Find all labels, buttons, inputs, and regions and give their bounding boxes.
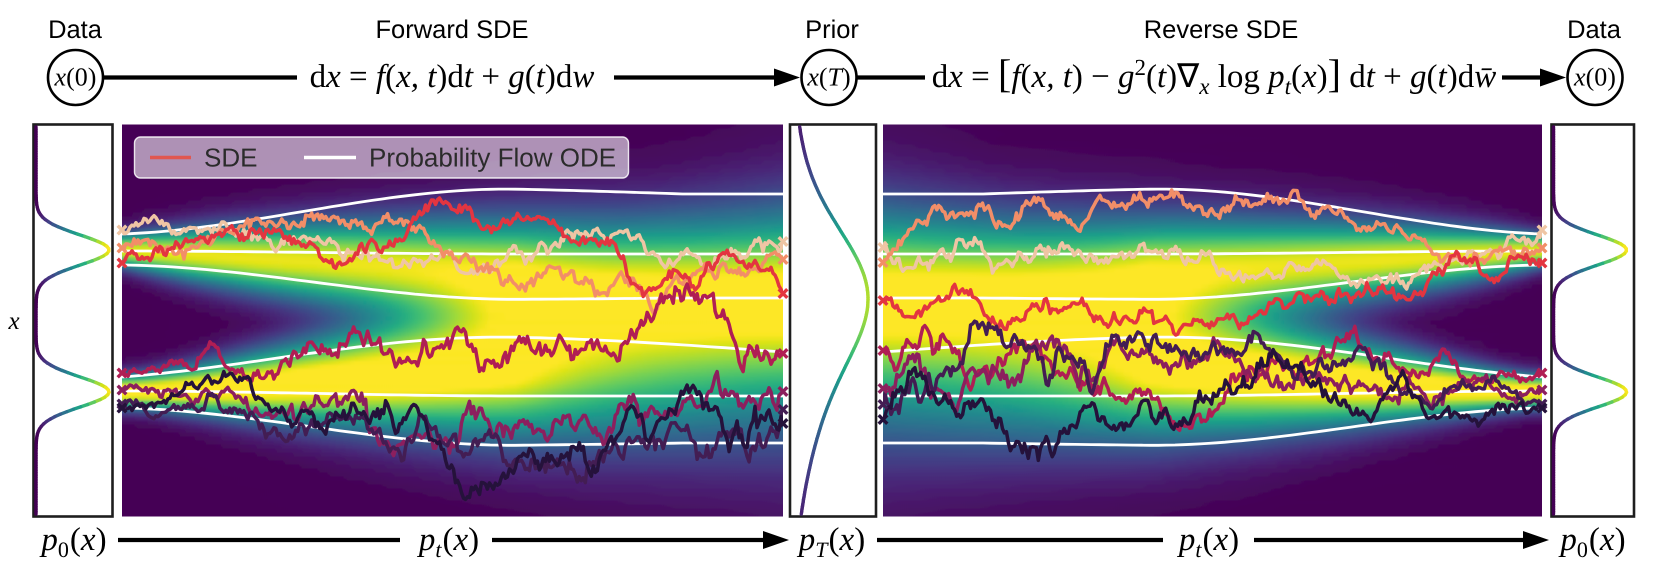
svg-text:Data: Data	[48, 16, 103, 44]
svg-text:p0(x): p0(x)	[39, 522, 106, 562]
svg-text:p0(x): p0(x)	[1558, 522, 1625, 562]
svg-text:Forward SDE: Forward SDE	[375, 16, 528, 44]
svg-text:SDE: SDE	[204, 143, 257, 173]
svg-text:Reverse SDE: Reverse SDE	[1144, 16, 1298, 44]
svg-text:Data: Data	[1567, 16, 1622, 44]
svg-text:dx = [f(x, t) − g2(t)∇x log pt: dx = [f(x, t) − g2(t)∇x log pt(x)] dt + …	[932, 51, 1496, 99]
svg-text:Prior: Prior	[805, 16, 859, 44]
svg-text:x(T): x(T)	[806, 63, 850, 92]
svg-text:pt(x): pt(x)	[417, 522, 479, 562]
svg-text:Probability Flow ODE: Probability Flow ODE	[369, 143, 616, 173]
svg-text:pT(x): pT(x)	[797, 522, 865, 562]
svg-text:dx = f(x, t)dt + g(t)dw: dx = f(x, t)dt + g(t)dw	[310, 59, 595, 95]
svg-text:pt(x): pt(x)	[1177, 522, 1239, 562]
svg-text:x: x	[7, 308, 19, 335]
svg-text:x(0): x(0)	[54, 63, 97, 92]
svg-text:x(0): x(0)	[1573, 63, 1616, 92]
